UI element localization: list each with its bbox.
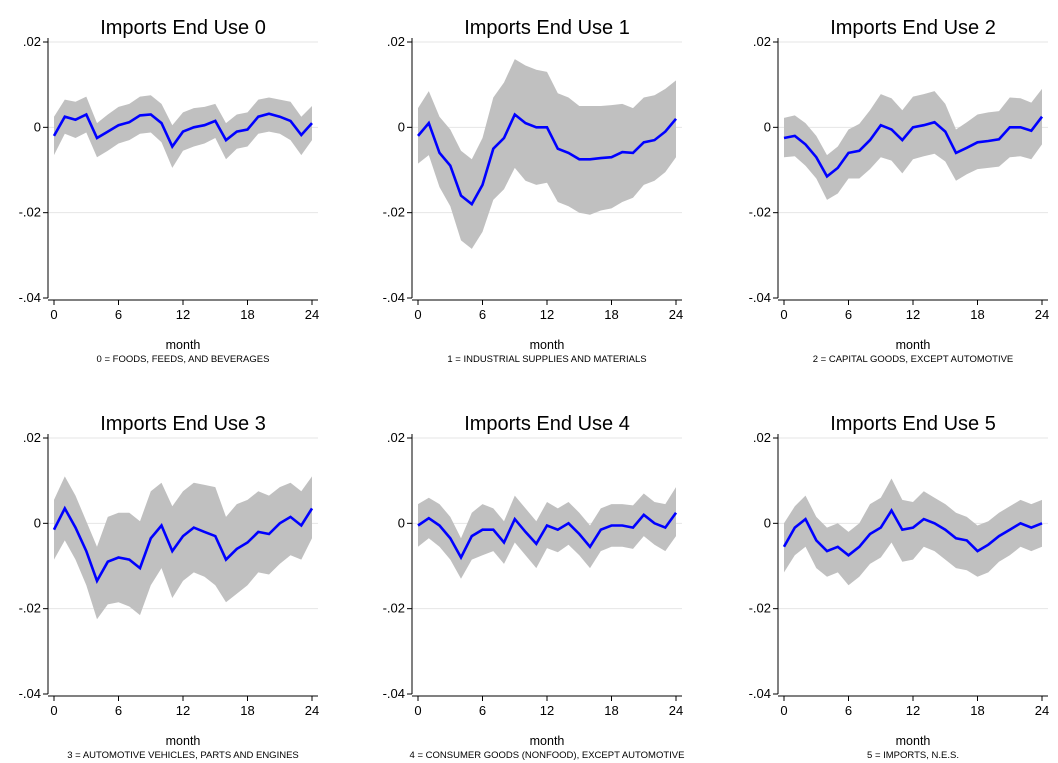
x-tick-label: 24 [1035, 307, 1049, 322]
x-tick-label: 0 [780, 307, 787, 322]
panel-2: Imports End Use 2 .02 0 -.02 -.04 0 6 12 18 24 mon… [749, 17, 1050, 365]
x-tick-label: 24 [669, 703, 683, 718]
y-tick-label: -.04 [383, 290, 405, 305]
x-tick-label: 24 [669, 307, 683, 322]
x-tick-label: 0 [50, 307, 57, 322]
x-axis-label: month [530, 338, 565, 352]
confidence-band [418, 59, 676, 249]
x-tick-label: 24 [305, 703, 319, 718]
x-tick-label: 0 [50, 703, 57, 718]
series-line [417, 112, 677, 207]
x-tick-label: 0 [780, 703, 787, 718]
category-note: 2 = CAPITAL GOODS, EXCEPT AUTOMOTIVE [813, 354, 1014, 365]
y-tick-label: 0 [398, 515, 405, 530]
chart-title: Imports End Use 4 [464, 413, 630, 435]
y-tick-label: 0 [34, 515, 41, 530]
series-line [417, 511, 678, 561]
x-axis-label: month [896, 338, 931, 352]
confidence-band [54, 476, 312, 620]
x-tick-label: 12 [540, 703, 554, 718]
x-tick-label: 18 [240, 703, 254, 718]
x-tick-label: 18 [604, 307, 618, 322]
x-tick-label: 6 [845, 703, 852, 718]
category-note: 3 = AUTOMOTIVE VEHICLES, PARTS AND ENGIN… [67, 750, 299, 761]
series-line [52, 505, 314, 585]
chart-title: Imports End Use 0 [100, 17, 266, 39]
x-tick-label: 12 [906, 703, 920, 718]
category-note: 1 = INDUSTRIAL SUPPLIES AND MATERIALS [447, 354, 646, 365]
y-tick-label: -.02 [383, 601, 405, 616]
series-line [52, 112, 313, 150]
y-tick-label: -.04 [749, 290, 771, 305]
category-note: 5 = IMPORTS, N.E.S. [867, 750, 959, 761]
y-tick-label: -.04 [19, 290, 41, 305]
x-tick-label: 12 [176, 307, 190, 322]
y-tick-label: -.02 [749, 205, 771, 220]
x-tick-label: 12 [906, 307, 920, 322]
y-tick-label: 0 [34, 119, 41, 134]
confidence-band [418, 487, 676, 579]
x-tick-label: 12 [540, 307, 554, 322]
y-tick-label: 0 [764, 119, 771, 134]
x-tick-label: 18 [240, 307, 254, 322]
x-tick-label: 6 [479, 307, 486, 322]
x-tick-label: 24 [305, 307, 319, 322]
x-tick-label: 6 [845, 307, 852, 322]
series-line [782, 507, 1043, 557]
y-tick-label: .02 [387, 430, 405, 445]
chart-title: Imports End Use 5 [830, 413, 996, 435]
panel-1: Imports End Use 1 .02 0 -.02 -.04 0 6 12 18 24 mon… [383, 17, 684, 365]
x-tick-label: 0 [414, 703, 421, 718]
confidence-band [784, 478, 1042, 586]
x-tick-label: 6 [115, 307, 122, 322]
x-tick-label: 12 [176, 703, 190, 718]
x-tick-label: 0 [414, 307, 421, 322]
panel-3: Imports End Use 3 .02 0 -.02 -.04 0 6 12 18 24 mon… [19, 413, 320, 761]
category-note: 0 = FOODS, FEEDS, AND BEVERAGES [97, 354, 270, 365]
y-tick-label: 0 [398, 119, 405, 134]
y-tick-label: -.02 [19, 601, 41, 616]
y-tick-label: -.04 [749, 686, 771, 701]
chart-title: Imports End Use 2 [830, 17, 996, 39]
x-tick-label: 18 [604, 703, 618, 718]
panel-0: Imports End Use 0 .02 0 -.02 -.04 0 6 12 18 24 mon… [19, 17, 320, 365]
y-tick-label: .02 [387, 34, 405, 49]
y-tick-label: -.04 [383, 686, 405, 701]
x-tick-label: 18 [970, 307, 984, 322]
panel-4: Imports End Use 4 .02 0 -.02 -.04 0 6 12 18 24 mon… [383, 413, 685, 761]
y-tick-label: .02 [23, 34, 41, 49]
x-axis-label: month [530, 734, 565, 748]
y-tick-label: -.02 [19, 205, 41, 220]
x-tick-label: 6 [115, 703, 122, 718]
y-tick-label: -.02 [749, 601, 771, 616]
series-line [783, 115, 1044, 179]
panel-5: Imports End Use 5 .02 0 -.02 -.04 0 6 12 18 24 mon… [749, 413, 1050, 761]
x-axis-label: month [896, 734, 931, 748]
y-tick-label: .02 [23, 430, 41, 445]
x-tick-label: 18 [970, 703, 984, 718]
confidence-band [784, 88, 1042, 200]
y-tick-label: .02 [753, 430, 771, 445]
y-tick-label: -.02 [383, 205, 405, 220]
category-note: 4 = CONSUMER GOODS (NONFOOD), EXCEPT AUT… [410, 750, 685, 761]
y-tick-label: 0 [764, 515, 771, 530]
chart-title: Imports End Use 3 [100, 413, 266, 435]
y-tick-label: .02 [753, 34, 771, 49]
x-tick-label: 24 [1035, 703, 1049, 718]
y-tick-label: -.04 [19, 686, 41, 701]
chart-title: Imports End Use 1 [464, 17, 630, 39]
x-tick-label: 6 [479, 703, 486, 718]
x-axis-label: month [166, 734, 201, 748]
x-axis-label: month [166, 338, 201, 352]
